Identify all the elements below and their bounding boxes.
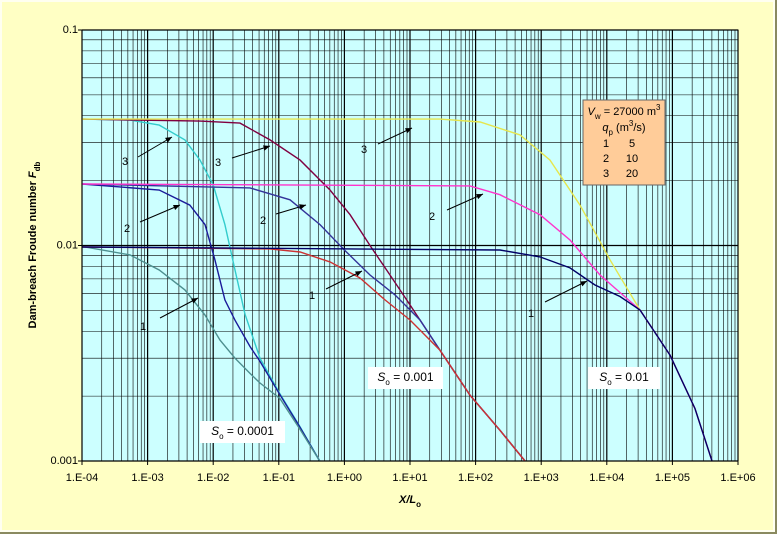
- legend-title: Vw = 27000 m3: [588, 103, 661, 121]
- series-label: 3: [361, 144, 367, 156]
- arrow-head: [580, 281, 587, 287]
- x-tick-label: 1.E-03: [131, 472, 163, 484]
- labels: 1.E-04 1.E-03 1.E-02 1.E-01 1.E+00 1.E+01 1.E+…: [27, 24, 756, 509]
- arrow-line: [325, 270, 363, 290]
- legend-title-subscript: w: [594, 112, 601, 121]
- annotation-text: = 0.001: [390, 370, 434, 384]
- legend-header: qp (m3/s): [602, 119, 645, 137]
- annotation-subscript: o: [219, 432, 224, 441]
- y-axis-title-symbol: F: [27, 171, 39, 178]
- legend-title-text: = 27000 m: [601, 106, 656, 118]
- arrow-head: [355, 271, 362, 277]
- arrow-head: [405, 128, 412, 134]
- annotation-subscript: o: [385, 378, 390, 387]
- x-tick-label: 1.E+00: [327, 472, 362, 484]
- x-tick-label: 1.E+04: [589, 472, 624, 484]
- legend-flow: 10: [626, 153, 638, 165]
- series-label: 3: [215, 157, 221, 169]
- arrow-head: [165, 137, 172, 143]
- annotation: So = 0.01: [599, 370, 649, 386]
- legend-flow: 5: [629, 138, 635, 150]
- x-tick-label: 1.E+05: [655, 472, 690, 484]
- annotation-subscript: o: [607, 378, 612, 387]
- legend-header-symbol: q: [602, 122, 609, 134]
- arrow-line: [139, 204, 181, 223]
- x-axis-title-subscript: o: [416, 500, 421, 509]
- series-label: 2: [260, 215, 266, 227]
- legend-header-tail: /s): [633, 122, 645, 134]
- x-tick-label: 1.E-01: [263, 472, 295, 484]
- annotation: So = 0.001: [377, 370, 434, 386]
- x-tick-label: 1.E-02: [197, 472, 229, 484]
- legend-index: 1: [603, 138, 609, 150]
- x-tick-label: 1.E+03: [524, 472, 559, 484]
- annotation-text: = 0.0001: [224, 424, 275, 438]
- arrow-line: [446, 193, 484, 211]
- series-label: 1: [140, 321, 146, 333]
- annotation-symbol: S: [377, 370, 385, 384]
- arrow-line: [231, 145, 271, 159]
- annotation-symbol: S: [599, 370, 607, 384]
- legend-header-text: (m: [613, 122, 629, 134]
- y-axis-title: Dam-breach Froude number Fdb: [27, 161, 42, 328]
- x-tick-label: 1.E+06: [720, 472, 755, 484]
- x-tick-label: 1.E+01: [392, 472, 427, 484]
- annotation-box: [588, 367, 660, 389]
- legend-flow: 20: [626, 168, 638, 180]
- annotation-text: = 0.01: [612, 370, 649, 384]
- legend-header-superscript: 3: [629, 119, 634, 128]
- arrow-head: [173, 205, 180, 211]
- series-label: 3: [122, 156, 128, 168]
- y-axis-title-subscript: db: [33, 161, 42, 171]
- y-axis-title-text: Dam-breach Froude number: [27, 178, 39, 328]
- series-line: [82, 246, 526, 461]
- annotation-symbol: S: [211, 424, 219, 438]
- arrow-head: [191, 298, 198, 304]
- x-tick-label: 1.E+02: [458, 472, 493, 484]
- series-label: 2: [124, 223, 130, 235]
- legend-index: 2: [603, 153, 609, 165]
- arrow-head: [476, 194, 483, 200]
- series-label: 1: [528, 308, 534, 320]
- y-tick-label: 0.01: [57, 239, 78, 251]
- lines: [82, 118, 713, 461]
- series-label: 2: [429, 211, 435, 223]
- series-line: [82, 245, 321, 461]
- series-line: [82, 246, 713, 461]
- arrow-head: [263, 145, 270, 151]
- series-line: [82, 183, 321, 461]
- arrow-head: [299, 204, 306, 210]
- x-axis-title: X/Lo: [398, 494, 421, 509]
- y-tick-label: 0.001: [50, 455, 78, 467]
- grid: [81, 29, 739, 462]
- series-label: 1: [309, 290, 315, 302]
- legend-title-superscript: 3: [656, 103, 661, 112]
- y-tick-label: 0.1: [63, 24, 78, 36]
- annotation-box: [368, 367, 443, 389]
- legend-index: 3: [603, 168, 609, 180]
- arrow-line: [544, 280, 588, 303]
- x-axis-title-symbol: X/L: [398, 494, 416, 506]
- x-tick-label: 1.E-04: [66, 472, 98, 484]
- annotation: So = 0.0001: [211, 424, 274, 440]
- arrow-line: [159, 297, 199, 319]
- legend-box: [582, 99, 666, 186]
- annotation-box: [200, 421, 285, 443]
- legend-header-subscript: p: [609, 128, 614, 137]
- legend-title-symbol: V: [588, 106, 597, 118]
- arrow-line: [137, 136, 173, 158]
